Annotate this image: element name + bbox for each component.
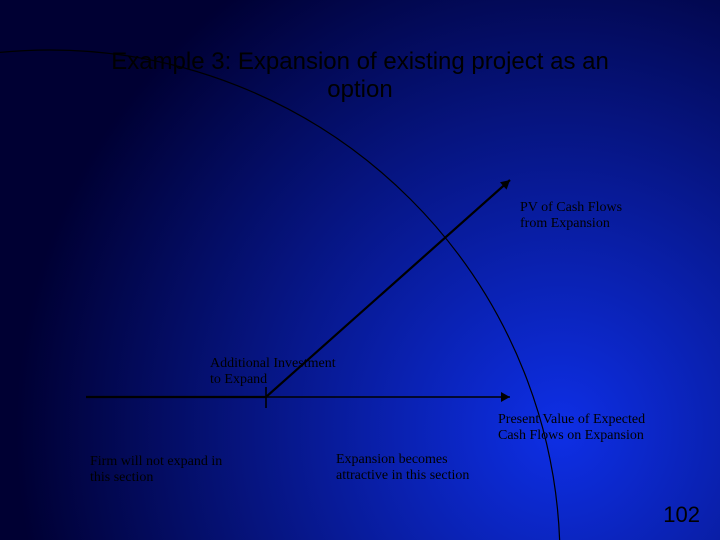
decorative-arc <box>0 50 560 540</box>
title-line1: Example 3: Expansion of existing project… <box>111 48 609 75</box>
label-pv-expected: Present Value of Expected Cash Flows on … <box>498 412 645 444</box>
slide-title: Example 3: Expansion of existing project… <box>60 48 660 103</box>
slide: Example 3: Expansion of existing project… <box>0 0 720 540</box>
page-number: 102 <box>663 502 700 528</box>
label-expands: Expansion becomes attractive in this sec… <box>336 452 469 484</box>
x-axis-arrowhead <box>501 392 510 402</box>
title-line2: option <box>327 76 392 103</box>
label-additional-investment: Additional Investment to Expand <box>210 356 336 388</box>
label-pv-cashflows: PV of Cash Flows from Expansion <box>520 200 622 232</box>
label-no-expand: Firm will not expand in this section <box>90 454 222 486</box>
